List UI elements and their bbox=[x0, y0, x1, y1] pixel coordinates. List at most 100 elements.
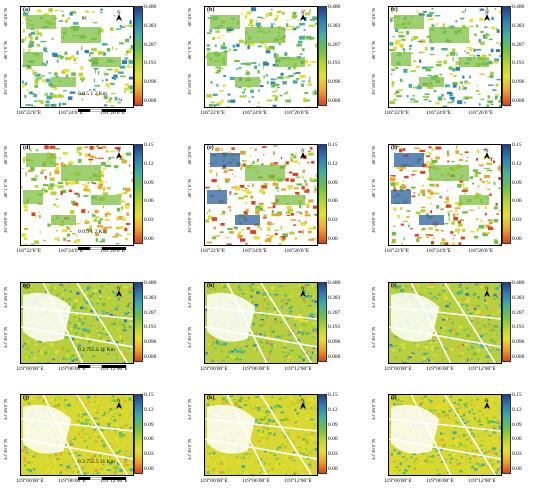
field-pixel bbox=[442, 358, 444, 361]
vegetation-patch bbox=[464, 8, 467, 12]
map-frame bbox=[204, 6, 318, 108]
vegetation-patch bbox=[109, 27, 114, 32]
field-pixel bbox=[66, 458, 69, 461]
field-pixel bbox=[267, 414, 269, 416]
field-pixel bbox=[205, 471, 208, 474]
field-pixel bbox=[98, 356, 100, 360]
field-pixel bbox=[96, 327, 99, 329]
vegetation-patch bbox=[408, 83, 412, 88]
vegetation-patch bbox=[54, 237, 60, 241]
field-pixel bbox=[407, 344, 409, 346]
vegetation-patch bbox=[252, 24, 254, 28]
field-pixel bbox=[292, 349, 296, 353]
vegetation-patch bbox=[307, 106, 311, 107]
vegetation-patch bbox=[429, 53, 435, 56]
vegetation-patch bbox=[86, 189, 90, 192]
vegetation-patch bbox=[102, 79, 104, 82]
field-pixel bbox=[476, 322, 480, 324]
vegetation-patch bbox=[260, 228, 263, 231]
field-pixel bbox=[490, 398, 493, 401]
vegetation-patch bbox=[410, 70, 416, 73]
field-pixel bbox=[484, 290, 486, 293]
map-frame bbox=[204, 394, 318, 476]
field-pixel bbox=[206, 361, 211, 363]
field-pixel bbox=[114, 307, 118, 311]
vegetation-patch bbox=[49, 92, 54, 95]
vegetation-patch bbox=[213, 226, 217, 230]
x-tick-label: 116°22'0"E bbox=[200, 110, 226, 116]
field-pixel bbox=[68, 321, 71, 324]
field-pixel bbox=[455, 443, 458, 447]
field-pixel bbox=[96, 472, 100, 475]
vegetation-patch bbox=[265, 13, 269, 18]
vegetation-patch bbox=[131, 178, 133, 182]
field-pixel bbox=[61, 347, 65, 349]
field-pixel bbox=[123, 286, 128, 289]
vegetation-patch bbox=[22, 12, 29, 16]
vegetation-patch bbox=[120, 98, 122, 102]
vegetation-patch bbox=[413, 192, 416, 194]
field-pixel bbox=[419, 294, 423, 297]
vegetation-patch bbox=[236, 68, 238, 71]
field-pixel bbox=[114, 448, 118, 450]
vegetation-patch bbox=[399, 170, 403, 172]
field-pixel bbox=[398, 400, 402, 403]
field-pixel bbox=[492, 313, 495, 315]
vegetation-patch bbox=[442, 105, 448, 107]
vegetation-patch bbox=[493, 206, 498, 210]
field-pixel bbox=[397, 285, 401, 288]
vegetation-patch bbox=[310, 61, 317, 63]
vegetation-patch bbox=[115, 233, 119, 236]
field-pixel bbox=[83, 440, 87, 442]
vegetation-patch bbox=[267, 207, 274, 209]
field-pixel bbox=[251, 407, 255, 411]
vegetation-patch bbox=[53, 203, 56, 206]
field-pixel bbox=[314, 300, 317, 304]
vegetation-patch bbox=[43, 47, 48, 51]
vegetation-patch bbox=[96, 225, 103, 228]
field-pixel bbox=[470, 457, 473, 461]
field-pixel bbox=[263, 321, 266, 325]
field-pixel bbox=[271, 395, 274, 398]
vegetation-patch bbox=[121, 199, 124, 203]
vegetation-patch bbox=[307, 84, 312, 86]
vegetation-patch bbox=[74, 63, 78, 65]
field-pixel bbox=[97, 418, 101, 420]
vegetation-patch bbox=[436, 205, 440, 209]
field-pixel bbox=[265, 307, 269, 310]
vegetation-patch bbox=[401, 185, 406, 190]
vegetation-patch bbox=[271, 201, 273, 204]
vegetation-patch bbox=[458, 242, 462, 245]
field-pixel bbox=[311, 316, 315, 319]
vegetation-patch bbox=[391, 238, 397, 242]
vegetation-patch bbox=[392, 46, 397, 51]
field-pixel bbox=[494, 439, 498, 443]
vegetation-patch bbox=[217, 36, 221, 39]
field-pixel bbox=[107, 471, 112, 475]
field-pixel bbox=[225, 400, 228, 403]
field-pixel bbox=[292, 311, 296, 314]
field-pixel bbox=[124, 454, 127, 456]
field-pixel bbox=[276, 404, 280, 407]
field-pixel bbox=[497, 455, 500, 458]
field-pixel bbox=[72, 458, 75, 461]
field-pixel bbox=[284, 356, 287, 358]
vegetation-patch bbox=[249, 147, 253, 149]
field-pixel bbox=[487, 422, 491, 424]
field-pixel bbox=[85, 334, 90, 338]
field-pixel bbox=[108, 322, 111, 324]
field-pixel bbox=[269, 326, 272, 329]
field-pixel bbox=[436, 327, 440, 329]
vegetation-patch bbox=[226, 237, 229, 239]
vegetation-patch bbox=[241, 12, 243, 16]
panel-label: (c) bbox=[391, 7, 398, 13]
field-pixel bbox=[72, 304, 75, 306]
field-pixel bbox=[434, 397, 436, 399]
field-pixel bbox=[275, 289, 277, 292]
vegetation-patch bbox=[442, 98, 446, 100]
field-pixel bbox=[93, 417, 98, 419]
vegetation-patch bbox=[492, 27, 496, 30]
vegetation-patch bbox=[263, 61, 267, 64]
vegetation-patch bbox=[416, 236, 422, 239]
vegetation-patch bbox=[65, 74, 69, 79]
